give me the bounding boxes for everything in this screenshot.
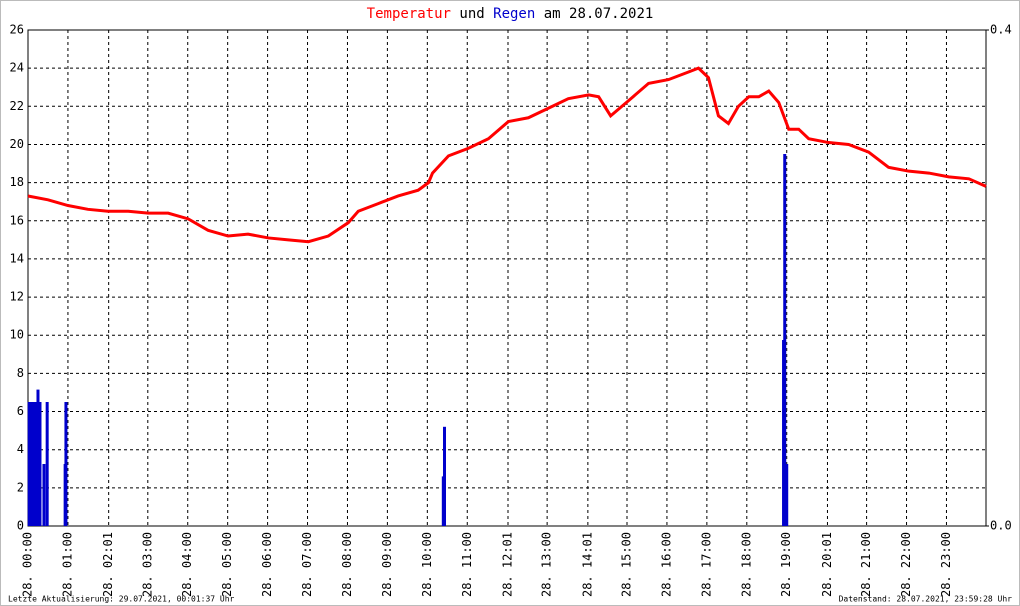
x-tick-label: 28. 06:00 xyxy=(260,532,274,597)
x-tick-label: 28. 15:00 xyxy=(619,532,633,597)
y-tick-label: 4 xyxy=(17,442,24,456)
y-tick-label: 16 xyxy=(10,213,24,227)
y-tick-label: 26 xyxy=(10,23,24,37)
x-tick-label: 28. 17:00 xyxy=(699,532,713,597)
y-tick-label: 2 xyxy=(17,480,24,494)
x-tick-label: 28. 19:00 xyxy=(779,532,793,597)
y-tick-label: 10 xyxy=(10,328,24,342)
x-tick-label: 28. 12:01 xyxy=(500,532,514,597)
temperature-line xyxy=(27,66,987,244)
x-tick-label: 28. 02:01 xyxy=(101,532,115,597)
rain-bar xyxy=(31,402,35,526)
y-tick-label: 6 xyxy=(17,404,24,418)
rain-bar xyxy=(785,464,789,526)
x-tick-label: 28. 10:00 xyxy=(420,532,434,597)
y-tick-label: 0 xyxy=(17,519,24,533)
x-tick-label: 28. 18:00 xyxy=(739,532,753,597)
y-tick-label: 14 xyxy=(10,251,24,265)
rain-bar xyxy=(29,402,33,526)
y-tick-label: 22 xyxy=(10,99,24,113)
rain-bar xyxy=(27,402,31,526)
title-part: und xyxy=(459,6,484,22)
x-tick-label: 28. 20:01 xyxy=(820,532,834,597)
x-tick-label: 28. 05:00 xyxy=(220,532,234,597)
rain-bar xyxy=(443,426,447,526)
y-tick-label: 18 xyxy=(10,175,24,189)
x-tick-label: 28. 13:00 xyxy=(540,532,554,597)
rain-bar xyxy=(36,389,40,526)
x-tick-label: 28. 03:00 xyxy=(140,532,154,597)
title-temp: Temperatur xyxy=(367,6,451,22)
title-rain: Regen xyxy=(493,6,535,22)
x-tick-label: 28. 21:00 xyxy=(859,532,873,597)
x-tick-label: 28. 01:00 xyxy=(60,532,74,597)
x-tick-label: 28. 07:00 xyxy=(300,532,314,597)
footer-left: Letzte Aktualisierung: 29.07.2021, 00:01… xyxy=(8,595,235,604)
title-part: am 28.07.2021 xyxy=(544,6,654,22)
chart-title: Temperatur und Regen am 28.07.2021 xyxy=(367,6,654,22)
x-tick-label: 28. 16:00 xyxy=(659,532,673,597)
rain-bar xyxy=(45,402,49,526)
rain-bar xyxy=(42,464,46,526)
rain-bar xyxy=(33,402,37,526)
footer-right: Datenstand: 28.07.2021, 23:59:28 Uhr xyxy=(839,595,1013,604)
rain-bar xyxy=(38,402,42,526)
x-tick-label: 28. 14:01 xyxy=(580,532,594,597)
x-tick-label: 28. 04:00 xyxy=(180,532,194,597)
rain-bar xyxy=(783,154,787,526)
y-tick-label: 8 xyxy=(17,366,24,380)
rain-bar xyxy=(64,402,68,526)
x-tick-label: 28. 00:00 xyxy=(21,532,35,597)
y2-tick-label: 0.4 xyxy=(990,23,1012,37)
x-tick-label: 28. 08:00 xyxy=(340,532,354,597)
y-tick-label: 12 xyxy=(10,290,24,304)
y2-tick-label: 0.0 xyxy=(990,519,1012,533)
x-tick-label: 28. 23:00 xyxy=(939,532,953,597)
x-tick-label: 28. 11:00 xyxy=(460,532,474,597)
x-tick-label: 28. 22:00 xyxy=(899,532,913,597)
plot-border xyxy=(27,29,987,527)
y-tick-label: 20 xyxy=(10,137,24,151)
y-tick-label: 24 xyxy=(10,61,24,75)
x-tick-label: 28. 09:00 xyxy=(380,532,394,597)
